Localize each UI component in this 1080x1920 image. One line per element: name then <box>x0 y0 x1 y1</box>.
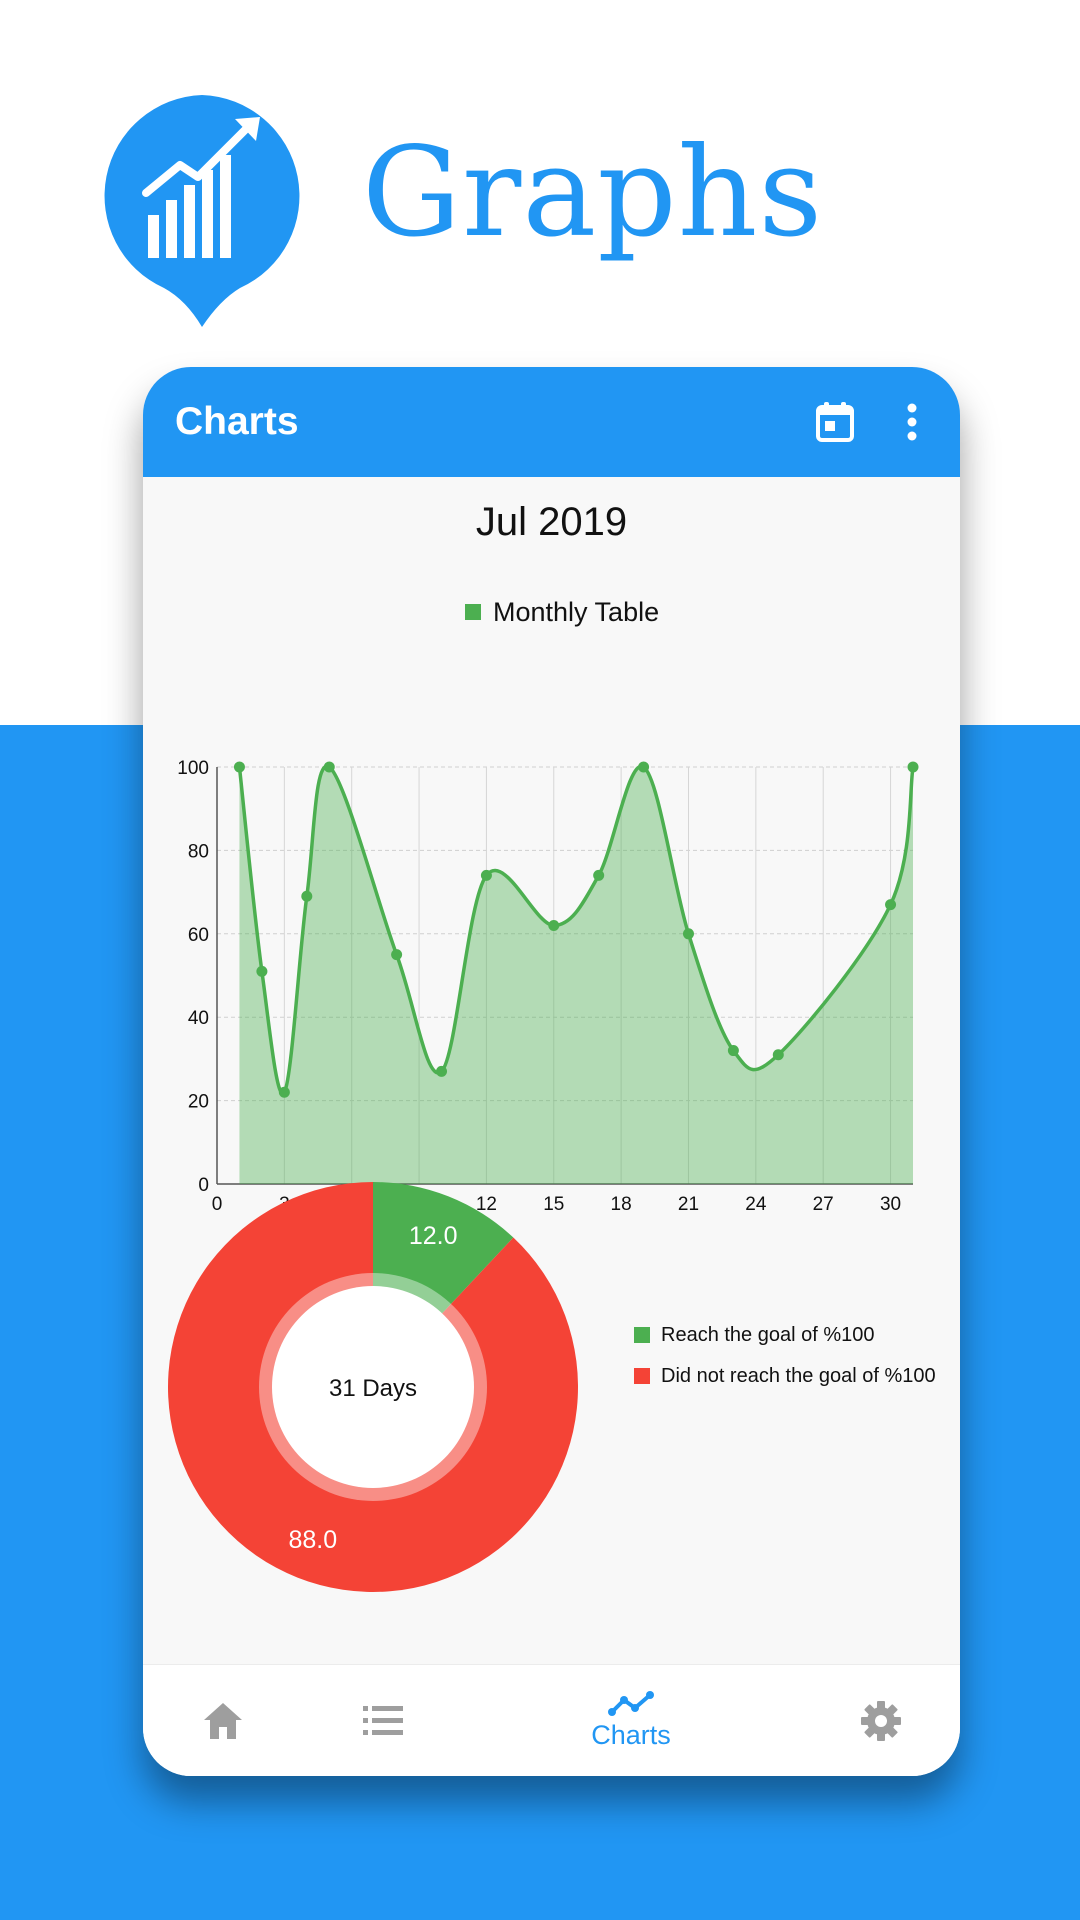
data-point <box>772 1049 784 1061</box>
nav-charts[interactable]: Charts <box>575 1665 687 1776</box>
goal-donut-chart[interactable]: 12.0 88.0 31 Days Reach the goal of %100 … <box>143 1177 960 1617</box>
phone-screen: Charts Jul 2019 Monthly Table 0 20 40 60 80 1… <box>143 367 960 1776</box>
y-tick-label: 0 <box>198 1175 209 1196</box>
settings-icon <box>861 1701 901 1741</box>
donut-hole <box>272 1286 474 1488</box>
data-point <box>638 761 650 773</box>
line-chart-legend: Monthly Table <box>465 595 659 629</box>
app-title: Charts <box>175 400 299 443</box>
legend-item-reach: Reach the goal of %100 <box>634 1314 936 1355</box>
x-tick-label: 18 <box>611 1194 632 1215</box>
data-point <box>278 1086 290 1098</box>
data-point <box>548 919 560 931</box>
x-tick-label: 12 <box>476 1194 497 1215</box>
x-tick-label: 24 <box>745 1194 767 1215</box>
home-icon <box>204 1703 242 1739</box>
legend-label: Monthly Table <box>493 597 660 627</box>
nav-charts-label: Charts <box>591 1720 671 1750</box>
data-point <box>480 869 492 881</box>
donut-center-label: 31 Days <box>328 1375 418 1402</box>
y-tick-label: 60 <box>188 925 209 946</box>
y-tick-label: 40 <box>188 1008 209 1029</box>
legend-swatch <box>465 604 481 620</box>
list-icon <box>363 1706 403 1735</box>
slice-value-label: 88.0 <box>288 1526 337 1554</box>
more-options-button[interactable] <box>890 394 934 450</box>
charts-icon <box>608 1691 654 1716</box>
data-point <box>391 949 403 961</box>
app-bar: Charts <box>143 367 960 477</box>
legend-swatch-green <box>634 1326 650 1343</box>
x-tick-label: 30 <box>880 1194 901 1215</box>
x-tick-label: 0 <box>212 1194 223 1215</box>
data-point <box>323 761 335 773</box>
data-point <box>436 1065 448 1077</box>
nav-home[interactable] <box>183 1665 263 1776</box>
data-point <box>727 1045 739 1057</box>
x-tick-label: 27 <box>813 1194 834 1215</box>
legend-label-not-reach: Did not reach the goal of %100 <box>661 1364 936 1387</box>
data-point <box>233 761 245 773</box>
y-tick-label: 100 <box>177 758 209 779</box>
bottom-navigation: Charts <box>143 1664 960 1776</box>
slice-value-label: 12.0 <box>409 1222 458 1250</box>
donut-legend: Reach the goal of %100 Did not reach the… <box>634 1314 936 1396</box>
y-tick-label: 80 <box>188 841 209 862</box>
calendar-icon <box>816 402 854 442</box>
legend-item-not-reach: Did not reach the goal of %100 <box>634 1355 936 1396</box>
data-point <box>256 965 268 977</box>
donut-svg: 12.0 88.0 <box>167 1182 578 1592</box>
y-tick-label: 20 <box>188 1092 209 1113</box>
nav-settings[interactable] <box>841 1665 921 1776</box>
month-label: Jul 2019 <box>475 500 628 544</box>
calendar-button[interactable] <box>807 394 863 450</box>
data-point <box>301 890 313 902</box>
x-tick-label: 15 <box>543 1194 564 1215</box>
monthly-line-chart[interactable]: 020406080100036912151821242730 <box>143 617 960 1487</box>
data-point <box>593 869 605 881</box>
promo-title: Graphs <box>362 121 824 265</box>
more-vert-icon <box>907 403 917 441</box>
legend-label-reach: Reach the goal of %100 <box>661 1323 875 1346</box>
series-area <box>239 766 914 1184</box>
data-point <box>885 899 897 911</box>
data-point <box>907 761 919 773</box>
data-point <box>682 928 694 940</box>
x-tick-label: 21 <box>678 1194 699 1215</box>
legend-swatch-red <box>634 1367 650 1384</box>
nav-list[interactable] <box>343 1665 423 1776</box>
bar-chart-trend-icon <box>104 95 300 327</box>
